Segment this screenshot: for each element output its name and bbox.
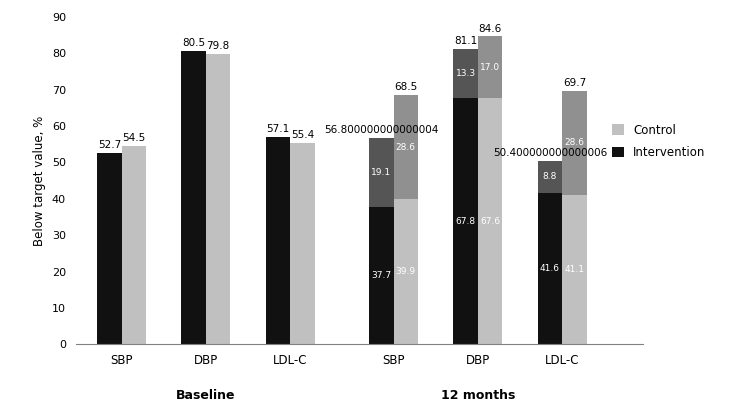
Text: 84.6: 84.6 [479, 24, 502, 34]
Bar [454, 49, 478, 97]
Bar [394, 95, 418, 199]
Bar [97, 152, 122, 344]
Bar [369, 207, 394, 344]
Text: 67.8: 67.8 [456, 216, 476, 226]
Text: 56.800000000000004: 56.800000000000004 [324, 125, 438, 135]
Text: 50.400000000000006: 50.400000000000006 [493, 148, 607, 158]
Bar [478, 37, 503, 98]
Bar [394, 199, 418, 344]
Text: 41.6: 41.6 [540, 264, 560, 273]
Bar [122, 146, 146, 344]
Text: 19.1: 19.1 [371, 168, 392, 177]
Bar [478, 98, 503, 344]
Text: 67.6: 67.6 [480, 217, 500, 226]
Text: 57.1: 57.1 [266, 123, 290, 134]
Text: 13.3: 13.3 [456, 69, 476, 78]
Y-axis label: Below target value, %: Below target value, % [33, 116, 46, 246]
Bar [369, 138, 394, 207]
Text: 17.0: 17.0 [480, 63, 500, 72]
Text: 39.9: 39.9 [396, 267, 416, 276]
Text: 41.1: 41.1 [565, 265, 584, 274]
Text: 79.8: 79.8 [206, 41, 230, 51]
Text: 28.6: 28.6 [396, 143, 416, 152]
Bar [206, 54, 231, 344]
Text: 52.7: 52.7 [98, 140, 121, 150]
Text: 37.7: 37.7 [371, 271, 392, 280]
Text: 69.7: 69.7 [562, 78, 586, 88]
Bar [562, 195, 587, 344]
Bar [538, 193, 562, 344]
Text: 68.5: 68.5 [394, 82, 417, 92]
Text: 80.5: 80.5 [182, 39, 205, 48]
Text: 28.6: 28.6 [565, 138, 584, 147]
Bar [538, 161, 562, 193]
Text: 8.8: 8.8 [543, 173, 557, 181]
Legend: Control, Intervention: Control, Intervention [607, 119, 711, 164]
Bar [290, 143, 314, 344]
Bar [181, 51, 206, 344]
Text: Baseline: Baseline [176, 389, 236, 402]
Text: 12 months: 12 months [441, 389, 515, 402]
Text: 54.5: 54.5 [122, 133, 145, 143]
Text: 55.4: 55.4 [291, 130, 314, 140]
Bar [454, 97, 478, 344]
Bar [562, 91, 587, 195]
Bar [265, 136, 290, 344]
Text: 81.1: 81.1 [454, 36, 477, 46]
